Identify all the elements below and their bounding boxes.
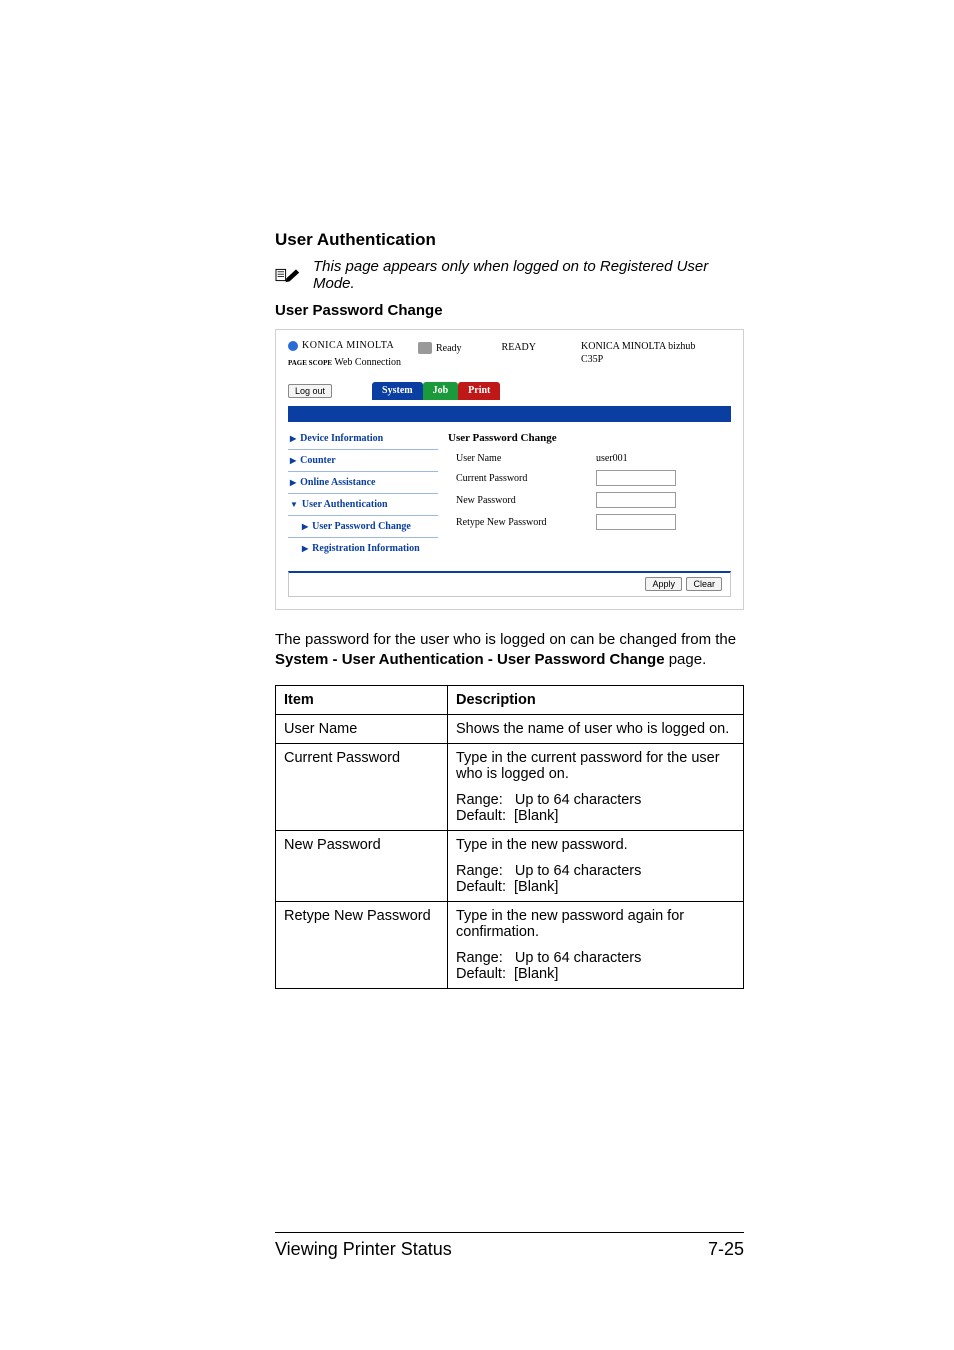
page: User Authentication This page appears on… (0, 0, 954, 1350)
input-retype-password[interactable] (596, 514, 676, 530)
row-user-name: User Name user001 (448, 450, 731, 467)
form-area: User Password Change User Name user001 C… (448, 428, 731, 559)
description-paragraph: The password for the user who is logged … (275, 630, 744, 671)
brand-block: KONICA MINOLTA PAGE SCOPE Web Connection (288, 340, 418, 368)
cell-desc: Type in the current password for the use… (448, 743, 744, 830)
sub-heading: User Password Change (275, 302, 744, 319)
clear-button[interactable]: Clear (686, 577, 722, 591)
cell-item: New Password (276, 830, 448, 901)
th-desc: Description (448, 685, 744, 714)
status-ready-small: Ready (436, 343, 462, 354)
logout-button[interactable]: Log out (288, 384, 332, 398)
cell-desc-block: Range: Up to 64 characters Default: [Bla… (456, 950, 735, 982)
screenshot-footer: Apply Clear (288, 571, 731, 597)
cell-desc: Shows the name of user who is logged on. (448, 714, 744, 743)
sidebar-item-label: User Password Change (312, 521, 411, 532)
screenshot-header: KONICA MINOLTA PAGE SCOPE Web Connection… (276, 330, 743, 382)
note-text: This page appears only when logged on to… (313, 258, 744, 292)
cell-desc: Type in the new password. Range: Up to 64… (448, 830, 744, 901)
sidebar: ▶ Device Information ▶ Counter ▶ Online Assis… (288, 428, 438, 559)
cell-item: Retype New Password (276, 901, 448, 988)
cell-desc-block: Range: Up to 64 characters Default: [Bla… (456, 792, 735, 824)
sidebar-item-label: Counter (300, 455, 336, 466)
sidebar-item-2[interactable]: ▶ Online Assistance (288, 472, 438, 494)
status-block: Ready READY (418, 340, 581, 368)
sidebar-marker-icon: ▼ (290, 500, 298, 509)
para-bold: System - User Authentication - User Pass… (275, 651, 665, 668)
model-line1: KONICA MINOLTA bizhub (581, 340, 731, 353)
cell-desc: Type in the new password again for confi… (448, 901, 744, 988)
sidebar-item-label: Online Assistance (300, 477, 375, 488)
cell-desc-block: Range: Up to 64 characters Default: [Bla… (456, 863, 735, 895)
footer-rule (275, 1232, 744, 1233)
tab-system[interactable]: System (372, 382, 423, 400)
label-current-password: Current Password (448, 473, 596, 484)
form-title: User Password Change (448, 428, 731, 450)
brand-dot-icon (288, 341, 298, 351)
cell-item: Current Password (276, 743, 448, 830)
sidebar-item-1[interactable]: ▶ Counter (288, 450, 438, 472)
sidebar-marker-icon: ▶ (290, 478, 296, 487)
sidebar-item-label: Registration Information (312, 543, 420, 554)
para-post: page. (665, 651, 707, 668)
brand-prefix: PAGE SCOPE (288, 359, 332, 367)
sidebar-marker-icon: ▶ (302, 522, 308, 531)
row-new-password: New Password (448, 489, 731, 511)
description-table: Item Description User Name Shows the name… (275, 685, 744, 989)
sidebar-marker-icon: ▶ (290, 434, 296, 443)
cell-item: User Name (276, 714, 448, 743)
tab-bar: System Job Print (372, 382, 500, 400)
input-new-password[interactable] (596, 492, 676, 508)
brand-line1: KONICA MINOLTA (288, 340, 418, 351)
tab-print[interactable]: Print (458, 382, 500, 400)
label-new-password: New Password (448, 495, 596, 506)
th-item: Item (276, 685, 448, 714)
screenshot-midbar: Log out System Job Print (276, 382, 743, 406)
apply-button[interactable]: Apply (645, 577, 682, 591)
table-row: New Password Type in the new password. Ran… (276, 830, 744, 901)
screenshot-body: ▶ Device Information ▶ Counter ▶ Online Assis… (276, 422, 743, 569)
table-row: Retype New PasswordType in the new passw… (276, 901, 744, 988)
note: This page appears only when logged on to… (275, 258, 744, 292)
footer-left: Viewing Printer Status (275, 1239, 452, 1260)
status-ready-big: READY (502, 342, 536, 353)
input-current-password[interactable] (596, 470, 676, 486)
value-user-name: user001 (596, 453, 628, 464)
sidebar-item-label: User Authentication (302, 499, 388, 510)
label-retype-password: Retype New Password (448, 517, 596, 528)
printer-icon (418, 342, 432, 354)
sidebar-item-3[interactable]: ▼ User Authentication (288, 494, 438, 516)
table-row: User Name Shows the name of user who is l… (276, 714, 744, 743)
web-connection-screenshot: KONICA MINOLTA PAGE SCOPE Web Connection… (275, 329, 744, 610)
table-row: Current PasswordType in the current pass… (276, 743, 744, 830)
sidebar-marker-icon: ▶ (302, 544, 308, 553)
row-current-password: Current Password (448, 467, 731, 489)
cell-desc-block: Shows the name of user who is logged on. (456, 721, 735, 737)
label-user-name: User Name (448, 453, 596, 464)
para-pre: The password for the user who is logged … (275, 631, 736, 648)
section-heading: User Authentication (275, 230, 744, 250)
page-footer: Viewing Printer Status 7-25 (275, 1232, 744, 1260)
cell-desc-block: Type in the new password. (456, 837, 735, 853)
cell-desc-block: Type in the new password again for confi… (456, 908, 735, 940)
note-icon (275, 267, 301, 283)
brand-name: KONICA MINOLTA (302, 340, 394, 351)
model-block: KONICA MINOLTA bizhub C35P (581, 340, 731, 368)
tab-job[interactable]: Job (423, 382, 459, 400)
sidebar-item-5[interactable]: ▶ Registration Information (288, 538, 438, 559)
sidebar-marker-icon: ▶ (290, 456, 296, 465)
footer-right: 7-25 (708, 1239, 744, 1260)
sidebar-item-0[interactable]: ▶ Device Information (288, 428, 438, 450)
cell-desc-block: Type in the current password for the use… (456, 750, 735, 782)
sidebar-item-4[interactable]: ▶ User Password Change (288, 516, 438, 538)
brand-line2: PAGE SCOPE Web Connection (288, 357, 418, 368)
row-retype-password: Retype New Password (448, 511, 731, 533)
blue-bar (288, 406, 731, 422)
model-line2: C35P (581, 353, 731, 366)
table-head-row: Item Description (276, 685, 744, 714)
sidebar-item-label: Device Information (300, 433, 383, 444)
brand-product: Web Connection (334, 357, 401, 368)
